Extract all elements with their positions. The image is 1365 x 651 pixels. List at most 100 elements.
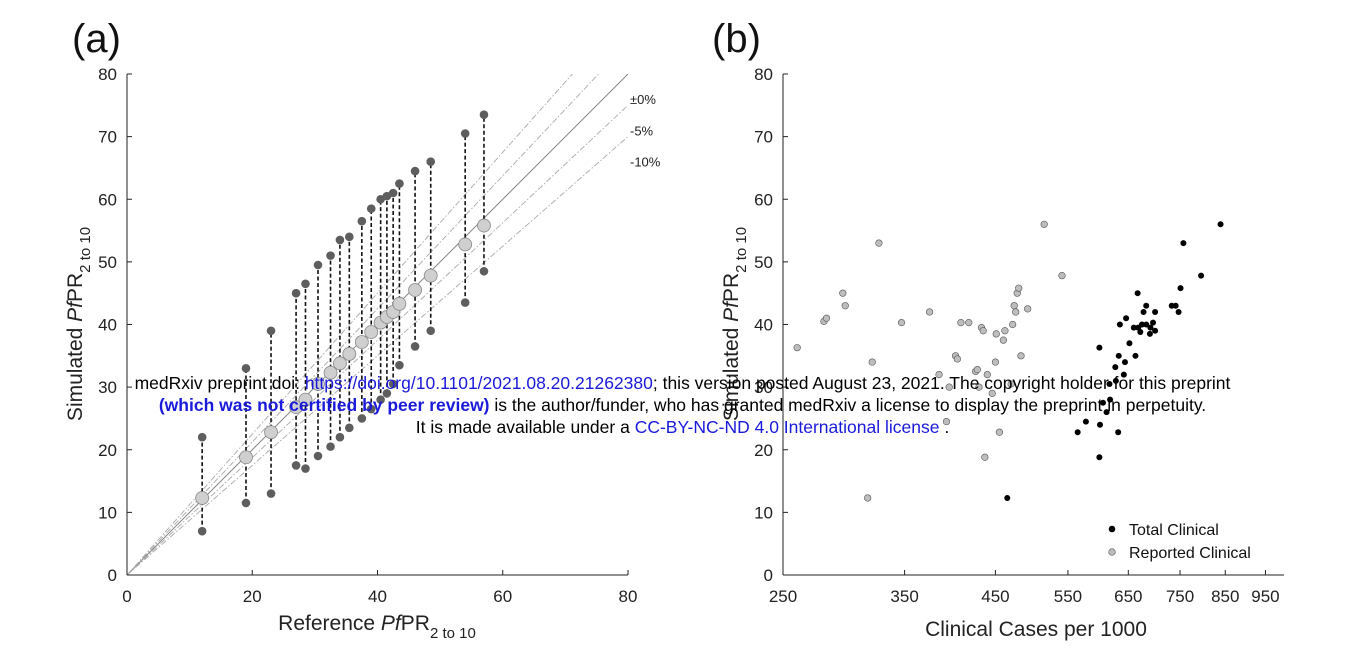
total-clinical-point-25 [1146,330,1153,337]
doi-link[interactable]: https://doi.org/10.1101/2021.08.20.21262… [304,373,653,393]
y-tick-label-4: 40 [98,316,117,335]
range-max-point-4 [301,279,310,289]
total-clinical-point-18 [1116,321,1123,328]
panel-a-x-label: Reference PfPR2 to 10 [278,612,476,642]
guide-label-0: ±0% [630,92,656,107]
x-tick-label-2: 40 [368,587,387,606]
reported-clinical-point-9 [925,308,934,316]
range-min-point-17 [460,298,470,307]
total-clinical-point-38 [1198,272,1205,279]
x-tick-label-4: 80 [619,587,638,606]
range-max-point-17 [460,129,470,138]
reported-clinical-point-22 [981,453,989,461]
range-min-point-14 [395,360,404,370]
reported-clinical-point-14 [953,355,961,363]
range-min-point-10 [366,404,376,414]
y-tick-label-1: 10 [98,503,117,522]
b-x-tick-label-5: 750 [1166,587,1194,606]
range-min-point-16 [426,326,436,336]
reported-clinical-point-16 [965,319,973,327]
total-clinical-point-11 [1120,371,1127,378]
total-clinical-point-19 [1123,315,1130,322]
notice-middle: ; this version posted August 23, 2021. T… [652,373,1231,393]
reported-clinical-point-11 [942,417,951,426]
range-min-point-18 [479,266,489,276]
notice-line-3-prefix: It is made available under a [415,417,635,437]
median-point-16 [423,268,438,283]
x-tick-label-3: 60 [493,587,512,606]
b-y-tick-label-1: 10 [754,503,773,522]
guide-line-2 [127,136,628,575]
range-min-point-8 [345,423,354,433]
range-max-point-16 [426,157,436,166]
y-tick-label-7: 70 [98,128,117,147]
reported-clinical-point-4 [841,302,849,310]
range-max-point-6 [326,251,335,260]
x-tick-label-1: 20 [243,587,262,606]
range-max-point-9 [357,216,367,226]
range-max-point-8 [345,232,354,242]
total-clinical-point-17 [1096,344,1103,351]
total-clinical-point-5 [1096,421,1103,428]
range-min-point-6 [326,442,335,451]
license-link[interactable]: CC-BY-NC-ND 4.0 International license [634,417,940,437]
total-clinical-point-29 [1150,319,1157,326]
total-clinical-point-27 [1135,324,1142,331]
reported-clinical-point-6 [868,358,876,366]
median-point-9 [354,335,369,349]
b-y-tick-label-2: 20 [754,441,773,460]
reported-clinical-point-8 [897,319,906,327]
legend-marker-total-clinical [1108,525,1116,533]
panel-a-ranges [197,110,489,536]
total-clinical-point-16 [1126,340,1133,347]
reported-clinical-point-0 [793,344,801,352]
reported-clinical-point-10 [935,371,943,379]
total-clinical-point-14 [1115,352,1122,359]
b-y-tick-label-4: 40 [754,316,773,335]
total-clinical-point-23 [1147,324,1154,331]
reported-clinical-point-5 [864,494,872,502]
range-max-point-10 [366,204,376,213]
range-min-point-2 [266,489,276,498]
range-max-point-15 [410,166,420,176]
total-clinical-point-37 [1180,240,1187,247]
total-clinical-point-28 [1140,308,1147,315]
median-point-7 [333,356,347,371]
median-point-2 [264,425,278,440]
median-point-1 [239,450,253,465]
median-point-6 [323,365,338,380]
reported-clinical-point-3 [839,289,847,297]
reported-clinical-point-25 [991,358,1000,366]
range-min-point-15 [410,342,420,351]
b-x-tick-label-1: 350 [890,587,918,606]
reported-clinical-point-33 [1012,308,1020,316]
reported-clinical-point-38 [1040,220,1048,228]
panel-b-y-label: Simulated PfPR2 to 10 [720,227,750,421]
y-tick-label-0: 0 [108,566,117,585]
range-min-point-7 [335,432,345,442]
range-min-point-13 [388,379,398,389]
reported-clinical-point-31 [1009,320,1017,329]
range-min-point-3 [291,461,301,470]
range-max-point-14 [395,179,404,188]
b-x-tick-label-7: 950 [1251,587,1279,606]
reported-clinical-point-24 [988,389,996,397]
b-y-tick-label-8: 80 [754,65,773,84]
panel-a-medians [195,218,491,505]
total-clinical-point-34 [1168,302,1175,309]
median-point-8 [342,347,357,361]
total-clinical-point-24 [1152,327,1159,334]
range-max-point-0 [197,432,207,442]
reported-clinical-point-28 [999,336,1007,344]
panel-a-letter: (a) [72,17,121,61]
y-tick-label-6: 60 [98,190,117,209]
panel-a-ticks: 0 20 40 60 80 0 10 20 30 40 50 60 70 80 [98,65,637,606]
total-clinical-point-1 [1096,454,1103,461]
preprint-notice: medRxiv preprint doi: https://doi.org/10… [0,372,1365,438]
median-point-3 [289,400,303,415]
panel-b: (b) 250 350 450 550 650 750 850 950 0 10 20 30 40 50 6… [712,17,1284,641]
legend-marker-reported-clinical [1108,548,1116,556]
y-tick-label-3: 30 [98,378,117,397]
b-y-tick-label-7: 70 [754,128,773,147]
b-x-tick-label-0: 250 [769,587,797,606]
